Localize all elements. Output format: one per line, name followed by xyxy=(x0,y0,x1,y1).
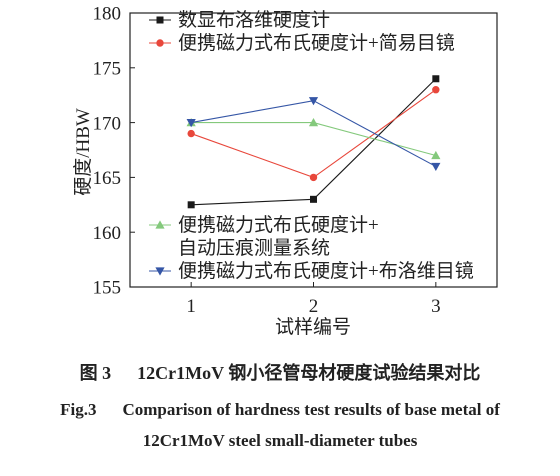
series-1-point-0 xyxy=(187,129,195,138)
y-tick-label: 160 xyxy=(93,223,122,244)
series-3-point-1 xyxy=(308,97,319,106)
legend-label-3: 便携磁力式布氏硬度计+布洛维目镜 xyxy=(178,260,474,282)
y-tick-label: 170 xyxy=(93,113,122,134)
series-1 xyxy=(187,86,440,182)
x-axis-label: 试样编号 xyxy=(275,316,351,338)
caption-english-text-2: 12Cr1MoV steel small-diameter tubes xyxy=(142,431,418,450)
legend-swatch-marker xyxy=(156,16,164,24)
series-3-point-0 xyxy=(186,119,196,128)
legend: 数显布洛维硬度计 便携磁力式布氏硬度计+简易目镜便携磁力式布氏硬度计+ 自动压痕测… xyxy=(178,9,474,282)
series-0-point-0 xyxy=(187,201,195,209)
legend-swatch-1 xyxy=(149,39,171,47)
legend-label-2: 便携磁力式布氏硬度计+ 自动压痕测量系统 xyxy=(178,214,379,259)
series-layer xyxy=(186,75,441,209)
x-tick-label: 1 xyxy=(186,296,196,317)
series-2-point-1 xyxy=(308,118,319,127)
y-tick-label: 180 xyxy=(93,4,122,25)
legend-markers xyxy=(149,16,171,276)
series-3 xyxy=(186,97,441,172)
legend-swatch-0 xyxy=(149,16,171,24)
legend-label-0: 数显布洛维硬度计 xyxy=(178,9,331,31)
series-1-point-1 xyxy=(309,173,318,182)
legend-swatch-2 xyxy=(149,220,171,229)
x-axis: 1 2 3 xyxy=(186,282,441,317)
caption-chinese: 图 3 12Cr1MoV 钢小径管母材硬度试验结果对比 xyxy=(0,361,560,385)
legend-swatch-marker xyxy=(156,39,164,47)
series-1-point-2 xyxy=(432,86,440,94)
y-axis-label: 硬度/HBW xyxy=(72,108,94,196)
caption-english-line-1: Fig.3 Comparison of hardness test results… xyxy=(0,398,560,422)
caption-english-text-1: Comparison of hardness test results of b… xyxy=(122,400,500,419)
legend-swatch-3 xyxy=(149,267,171,276)
y-tick-label: 175 xyxy=(93,58,122,79)
line-chart: 155 160 165 170 175 180 1 2 3 硬度/HBW 试样编号 xyxy=(72,4,498,338)
x-tick-label: 3 xyxy=(431,296,441,317)
caption-english-line-2: 12Cr1MoV steel small-diameter tubes xyxy=(0,429,560,453)
caption-chinese-text: 12Cr1MoV 钢小径管母材硬度试验结果对比 xyxy=(137,363,481,383)
y-tick-label: 155 xyxy=(93,278,122,299)
legend-swatch-marker xyxy=(155,267,165,276)
legend-label-1: 便携磁力式布氏硬度计+简易目镜 xyxy=(178,32,455,54)
caption-english-label: Fig.3 xyxy=(60,400,97,419)
series-0-point-1 xyxy=(310,195,317,203)
series-3-point-2 xyxy=(431,162,441,172)
legend-swatch-marker xyxy=(155,220,165,229)
caption-chinese-label: 图 3 xyxy=(79,363,112,383)
y-axis: 155 160 165 170 175 180 xyxy=(93,4,135,299)
series-0-point-2 xyxy=(432,75,440,83)
series-2-point-2 xyxy=(431,150,441,160)
y-tick-label: 165 xyxy=(93,168,122,189)
x-tick-label: 2 xyxy=(309,296,319,317)
